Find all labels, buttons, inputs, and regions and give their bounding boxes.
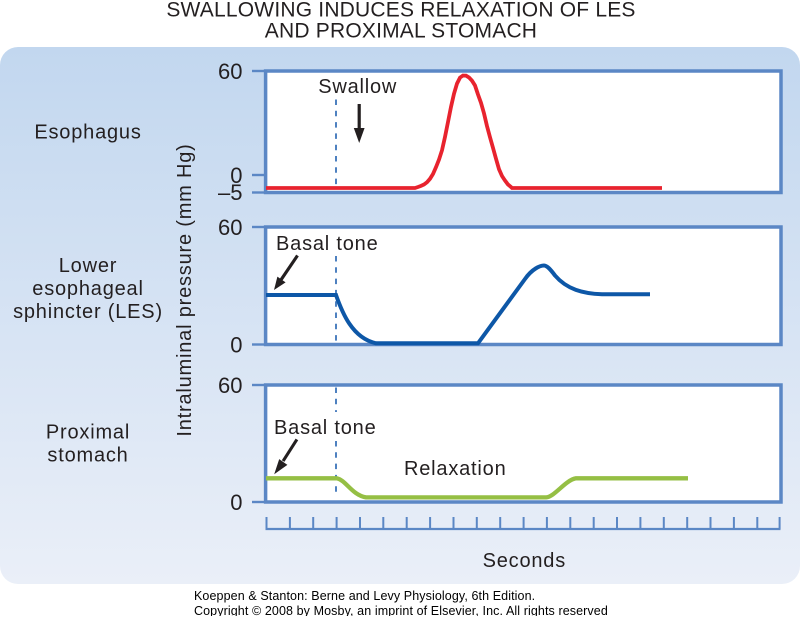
svg-text:0: 0 xyxy=(230,490,242,515)
svg-text:Lower: Lower xyxy=(59,255,117,277)
svg-text:Copyright © 2008 by Mosby, an: Copyright © 2008 by Mosby, an imprint of… xyxy=(194,604,608,616)
svg-text:0: 0 xyxy=(230,163,242,188)
svg-text:Koeppen & Stanton: Berne and L: Koeppen & Stanton: Berne and Levy Physio… xyxy=(194,589,535,603)
svg-text:AND PROXIMAL STOMACH: AND PROXIMAL STOMACH xyxy=(265,20,537,43)
svg-text:stomach: stomach xyxy=(47,445,128,467)
svg-text:SWALLOWING INDUCES RELAXATION: SWALLOWING INDUCES RELAXATION OF LES xyxy=(166,0,635,22)
svg-text:60: 60 xyxy=(218,215,242,240)
svg-text:sphincter (LES): sphincter (LES) xyxy=(13,301,163,323)
svg-text:esophageal: esophageal xyxy=(32,278,143,300)
svg-text:Relaxation: Relaxation xyxy=(404,458,507,480)
svg-text:Intraluminal pressure (mm Hg): Intraluminal pressure (mm Hg) xyxy=(174,143,196,436)
svg-text:60: 60 xyxy=(218,59,242,84)
svg-text:60: 60 xyxy=(218,373,242,398)
svg-text:–5: –5 xyxy=(218,180,242,205)
svg-text:Esophagus: Esophagus xyxy=(34,122,141,144)
svg-text:Swallow: Swallow xyxy=(318,76,397,98)
svg-text:Seconds: Seconds xyxy=(483,550,566,572)
svg-text:Proximal: Proximal xyxy=(46,422,130,444)
svg-text:Basal tone: Basal tone xyxy=(276,233,379,255)
svg-text:Basal tone: Basal tone xyxy=(274,417,377,439)
svg-text:0: 0 xyxy=(230,333,242,358)
